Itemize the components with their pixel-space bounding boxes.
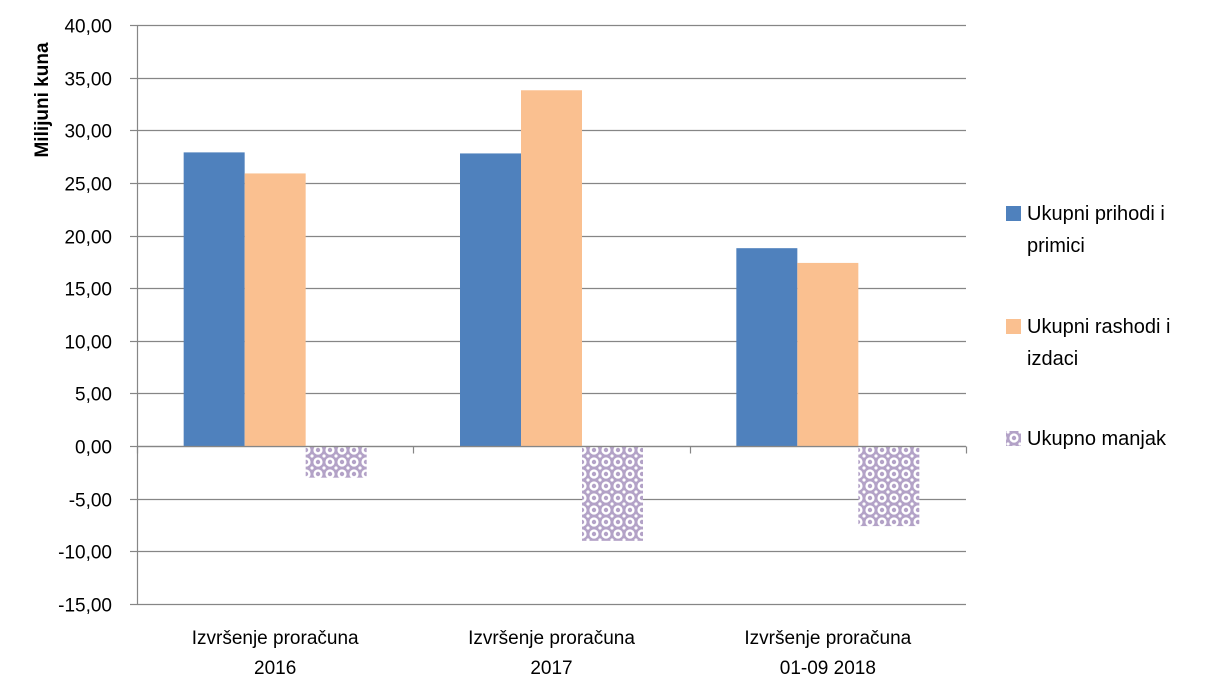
category-label-line: Izvršenje proračuna [468,628,635,649]
axes [136,25,968,604]
bar-series-2 [797,262,859,447]
y-tick-label: 30,00 [64,122,112,143]
bar-series-3 [305,446,367,478]
bar-series-3 [582,446,643,541]
legend-swatch [1006,319,1021,334]
category-label-line: 2017 [530,658,572,679]
legend-label-line: primici [1027,235,1085,257]
y-tick-label: 25,00 [64,175,112,196]
bar-series-2 [521,90,582,447]
y-tick-label: -5,00 [69,491,112,512]
category-label-line: Izvršenje proračuna [192,628,359,649]
legend-swatch [1006,206,1021,221]
bar-series-1 [736,248,798,447]
category-label: Izvršenje proračuna 2017 [468,628,635,679]
legend-label-line: Ukupni rashodi i [1027,316,1170,338]
y-tick-label: 0,00 [75,438,112,459]
bar-series-3 [858,446,920,527]
y-tick-labels: 40,00 35,00 30,00 25,00 20,00 15,00 10,00 5,00 0… [58,17,112,617]
bar-series-1 [183,152,245,447]
legend-label: Ukupni prihodi i primici [1027,203,1165,257]
category-label: Izvršenje proračuna 01-09 2018 [744,628,911,679]
y-axis-title: Milijuni kuna [32,42,53,157]
y-tick-label: -10,00 [58,543,112,564]
bars [183,90,920,541]
category-label-line: 01-09 2018 [780,658,876,679]
legend-swatch [1006,431,1021,446]
y-tick-label: 40,00 [64,17,112,38]
legend: Ukupni prihodi i primici Ukupni rashodi i i… [1006,203,1170,450]
y-tick-label: -15,00 [58,596,112,617]
legend-label-line: izdaci [1027,348,1078,370]
legend-label-line: Ukupni prihodi i [1027,203,1165,225]
category-label-line: 2016 [254,658,296,679]
y-tick-label: 20,00 [64,228,112,249]
y-tick-label: 5,00 [75,385,112,406]
category-label-line: Izvršenje proračuna [744,628,911,649]
legend-label: Ukupni rashodi i izdaci [1027,316,1170,370]
y-tick-label: 15,00 [64,280,112,301]
y-tick-label: 10,00 [64,333,112,354]
category-label: Izvršenje proračuna 2016 [192,628,359,679]
legend-label-line: Ukupno manjak [1027,428,1167,450]
y-tick-label: 35,00 [64,70,112,91]
legend-label: Ukupno manjak [1027,428,1167,450]
bar-series-1 [460,153,521,447]
bar-series-2 [244,173,306,447]
